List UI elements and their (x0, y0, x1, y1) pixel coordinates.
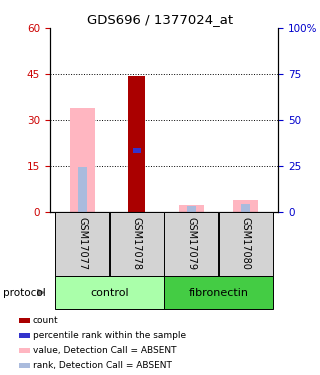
Bar (233, 200, 258, 212)
Bar (187, 206, 196, 212)
Text: GDS696 / 1377024_at: GDS696 / 1377024_at (87, 13, 233, 26)
Text: fibronectin: fibronectin (188, 288, 248, 297)
Bar (19, 348, 30, 353)
Bar (219, 212, 273, 276)
Bar (55, 276, 164, 309)
Bar (78, 168, 87, 212)
Bar (110, 212, 164, 276)
Bar (128, 76, 145, 212)
Bar (164, 212, 218, 276)
Text: GSM17079: GSM17079 (186, 217, 196, 270)
Bar (164, 276, 273, 309)
Text: control: control (90, 288, 129, 297)
Bar (55, 212, 109, 276)
Text: percentile rank within the sample: percentile rank within the sample (33, 331, 186, 340)
Bar (241, 204, 250, 212)
Text: GSM17080: GSM17080 (241, 217, 251, 270)
Text: GSM17077: GSM17077 (77, 217, 87, 270)
Bar (179, 205, 204, 212)
Bar (19, 363, 30, 368)
Bar (19, 333, 30, 338)
Text: value, Detection Call = ABSENT: value, Detection Call = ABSENT (33, 346, 176, 355)
Bar (70, 108, 95, 212)
Text: count: count (33, 316, 59, 325)
Text: GSM17078: GSM17078 (132, 217, 142, 270)
Bar (133, 148, 140, 153)
Text: rank, Detection Call = ABSENT: rank, Detection Call = ABSENT (33, 361, 172, 370)
Bar (19, 318, 30, 323)
Text: protocol: protocol (3, 288, 46, 297)
